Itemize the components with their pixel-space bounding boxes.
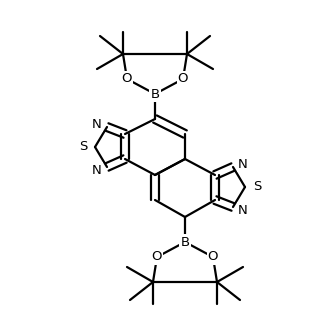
Text: O: O (178, 73, 188, 85)
Text: N: N (238, 204, 248, 216)
Text: O: O (122, 73, 132, 85)
Text: S: S (79, 141, 87, 153)
Text: N: N (92, 117, 102, 130)
Text: N: N (92, 163, 102, 177)
Text: O: O (208, 250, 218, 263)
Text: O: O (152, 250, 162, 263)
Text: S: S (253, 181, 261, 193)
Text: B: B (181, 236, 189, 248)
Text: B: B (150, 87, 160, 101)
Text: N: N (238, 157, 248, 171)
